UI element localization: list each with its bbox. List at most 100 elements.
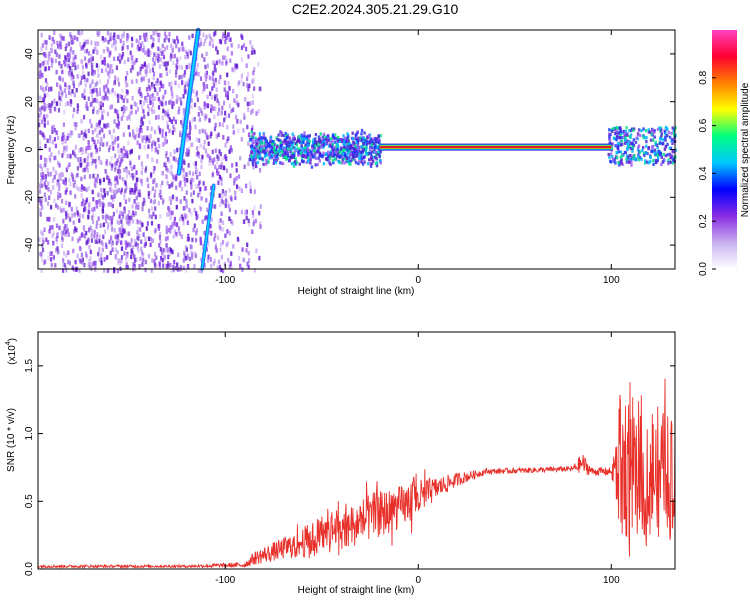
spectrogram-noise-speck (134, 183, 137, 188)
spectrogram-noise-speck (88, 245, 91, 250)
spectrogram-noise-speck (232, 124, 235, 129)
spectrogram-noise-speck (242, 257, 245, 263)
spectrogram-noise-speck (188, 170, 191, 176)
spectrogram-noise-speck (141, 41, 144, 46)
spectrogram-noise-speck (91, 69, 94, 74)
spectrogram-signal-speck (289, 138, 292, 142)
spectrogram-noise-speck (75, 227, 78, 233)
spectrogram-noise-speck (167, 37, 170, 43)
spectrogram-signal-speck (620, 158, 623, 162)
spectrogram-noise-speck (203, 230, 206, 236)
spectrogram-noise-speck (112, 211, 115, 217)
spectrogram-noise-speck (205, 70, 208, 76)
spectrogram-noise-speck (237, 102, 240, 108)
spectrogram-noise-speck (168, 100, 171, 105)
spectrogram-noise-speck (224, 39, 227, 45)
spectrogram-signal-speck (263, 141, 266, 146)
spectrogram-noise-speck (214, 122, 217, 128)
spectrogram-noise-speck (83, 42, 86, 47)
spectrogram-noise-speck (114, 108, 117, 114)
spectrogram-noise-speck (222, 268, 225, 274)
spectrogram-signal-speck (629, 128, 632, 133)
spectrogram-x-tick-label: -100 (215, 275, 235, 286)
spectrogram-noise-speck (183, 177, 186, 182)
spectrogram-signal-speck (322, 162, 326, 166)
spectrogram-signal-speck (256, 155, 259, 159)
spectrogram-noise-speck (151, 258, 154, 263)
spectrogram-noise-speck (127, 125, 130, 130)
spectrogram-signal-speck (615, 138, 618, 142)
spectrogram-noise-speck (178, 75, 181, 80)
spectrogram-noise-speck (106, 215, 109, 220)
spectrogram-noise-speck (107, 222, 110, 227)
spectrogram-noise-speck (49, 157, 52, 163)
spectrogram-noise-speck (83, 262, 86, 268)
spectrogram-noise-speck (51, 58, 54, 63)
spectrogram-noise-speck (106, 71, 110, 76)
spectrogram-signal-speck (619, 155, 622, 159)
spectrogram-noise-speck (121, 153, 124, 158)
spectrogram-noise-speck (61, 136, 64, 142)
spectrogram-noise-speck (82, 214, 85, 219)
spectrogram-signal-speck (279, 153, 282, 157)
spectrogram-noise-speck (74, 226, 77, 231)
spectrogram-signal-speck (357, 144, 360, 148)
spectrogram-noise-speck (252, 79, 255, 84)
spectrogram-noise-speck (243, 112, 246, 118)
spectrogram-noise-speck (48, 57, 51, 63)
spectrogram-noise-speck (58, 173, 61, 178)
spectrogram-noise-speck (140, 161, 143, 166)
spectrogram-noise-speck (213, 157, 216, 162)
spectrogram-noise-speck (71, 213, 74, 218)
spectrogram-signal-speck (307, 134, 310, 138)
spectrogram-noise-speck (175, 99, 178, 104)
spectrogram-noise-speck (233, 177, 236, 183)
spectrogram-noise-speck (205, 84, 208, 89)
spectrogram-signal-speck (651, 144, 654, 149)
spectrogram-noise-speck (154, 214, 157, 220)
spectrogram-noise-speck (166, 120, 169, 126)
spectrogram-signal-speck (259, 148, 262, 152)
spectrogram-noise-speck (146, 177, 149, 183)
spectrogram-noise-speck (94, 239, 97, 244)
spectrogram-noise-speck (54, 143, 57, 149)
spectrogram-signal-speck (377, 138, 380, 142)
spectrogram-noise-speck (50, 86, 53, 92)
spectrogram-noise-speck (69, 35, 73, 40)
spectrogram-noise-speck (39, 212, 42, 217)
spectrogram-signal-speck (611, 142, 614, 146)
spectrogram-signal-speck (345, 147, 348, 151)
spectrogram-noise-speck (166, 168, 169, 173)
spectrogram-noise-speck (184, 256, 187, 261)
spectrogram-noise-speck (168, 196, 171, 201)
spectrogram-noise-speck (89, 119, 92, 124)
spectrogram-noise-speck (169, 262, 172, 268)
spectrogram-noise-speck (182, 94, 185, 99)
spectrogram-noise-speck (195, 215, 198, 221)
spectrogram-noise-speck (72, 74, 75, 80)
spectrogram-signal-speck (671, 138, 674, 142)
spectrogram-noise-speck (101, 201, 104, 206)
spectrogram-noise-speck (136, 243, 139, 248)
spectrogram-signal-speck (628, 160, 631, 164)
spectrogram-signal-speck (354, 149, 357, 153)
spectrogram-noise-speck (131, 96, 134, 101)
spectrogram-signal-speck (355, 149, 358, 154)
spectrogram-noise-speck (141, 202, 144, 207)
spectrogram-noise-speck (73, 267, 76, 273)
spectrogram-noise-speck (41, 205, 44, 210)
spectrogram-noise-speck (171, 91, 174, 97)
spectrogram-signal-speck (348, 155, 351, 160)
spectrogram-signal-speck (668, 152, 672, 156)
spectrogram-signal-speck (276, 152, 279, 156)
spectrogram-noise-speck (164, 112, 167, 117)
spectrogram-noise-speck (48, 103, 51, 108)
spectrogram-signal-speck (354, 136, 357, 140)
spectrogram-signal-speck (617, 131, 621, 135)
spectrogram-signal-speck (642, 127, 645, 131)
spectrogram-noise-speck (167, 248, 170, 253)
spectrogram-noise-speck (118, 214, 121, 219)
spectrogram-signal-speck (370, 162, 374, 166)
spectrogram-noise-speck (124, 245, 128, 250)
